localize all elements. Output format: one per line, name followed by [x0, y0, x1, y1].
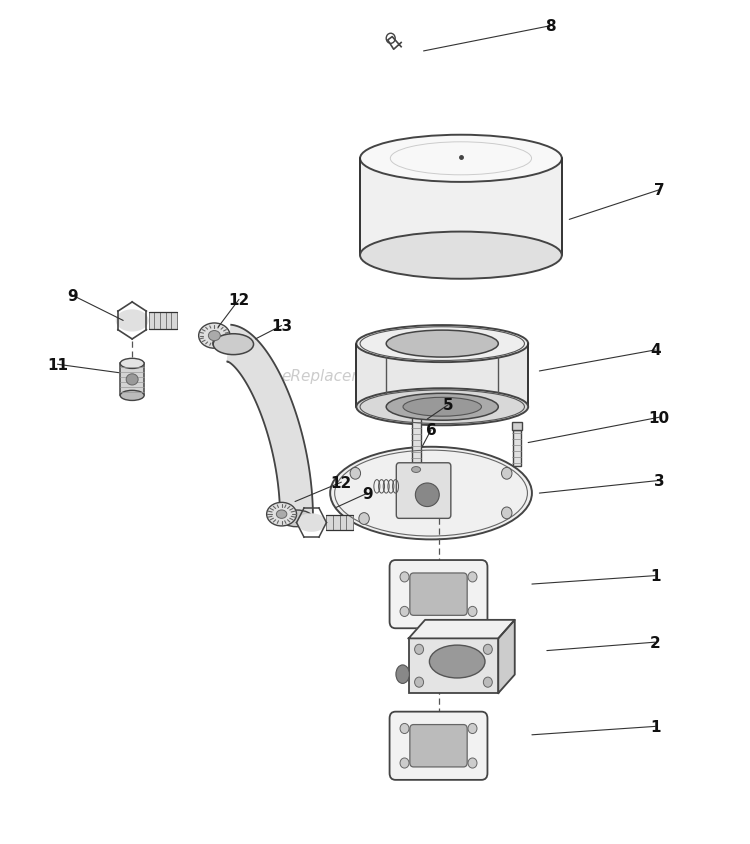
Circle shape	[415, 678, 424, 687]
Text: 5: 5	[443, 398, 454, 413]
Circle shape	[502, 507, 512, 519]
Text: 11: 11	[47, 357, 68, 372]
Circle shape	[468, 607, 477, 617]
Ellipse shape	[116, 310, 148, 333]
Circle shape	[468, 572, 477, 582]
Bar	[326, 516, 352, 531]
Circle shape	[400, 758, 409, 768]
Ellipse shape	[199, 323, 230, 349]
Ellipse shape	[330, 447, 532, 540]
Text: eReplacementParts.com: eReplacementParts.com	[282, 368, 468, 383]
Circle shape	[468, 758, 477, 768]
Circle shape	[358, 513, 369, 525]
Circle shape	[400, 723, 409, 733]
Text: 1: 1	[650, 719, 661, 734]
Ellipse shape	[396, 665, 410, 684]
Circle shape	[468, 723, 477, 733]
Bar	[513, 430, 520, 467]
Ellipse shape	[267, 503, 296, 527]
Ellipse shape	[407, 464, 425, 475]
Text: 8: 8	[545, 19, 556, 34]
Bar	[409, 639, 498, 693]
Circle shape	[400, 607, 409, 617]
FancyBboxPatch shape	[410, 573, 467, 615]
Ellipse shape	[412, 467, 421, 473]
Ellipse shape	[360, 232, 562, 279]
Circle shape	[483, 645, 492, 655]
Circle shape	[350, 468, 361, 479]
Circle shape	[502, 468, 512, 479]
Polygon shape	[227, 326, 313, 519]
Text: 2: 2	[650, 635, 661, 650]
Ellipse shape	[403, 398, 482, 417]
Text: 10: 10	[649, 410, 670, 425]
Bar	[410, 408, 423, 418]
Text: 9: 9	[67, 289, 78, 303]
Ellipse shape	[276, 511, 286, 519]
Ellipse shape	[386, 394, 498, 421]
Text: 9: 9	[362, 486, 373, 501]
Ellipse shape	[360, 136, 562, 182]
Polygon shape	[498, 620, 514, 693]
Ellipse shape	[356, 389, 528, 425]
Text: 13: 13	[271, 318, 292, 333]
FancyBboxPatch shape	[389, 560, 488, 629]
Circle shape	[400, 572, 409, 582]
Ellipse shape	[126, 375, 138, 386]
Text: 12: 12	[229, 293, 250, 307]
Bar	[512, 423, 522, 430]
Bar	[120, 364, 144, 396]
Ellipse shape	[356, 326, 528, 363]
Ellipse shape	[209, 331, 220, 341]
FancyBboxPatch shape	[396, 463, 451, 519]
Text: 1: 1	[650, 569, 661, 583]
Circle shape	[483, 678, 492, 687]
Text: 12: 12	[331, 475, 352, 490]
Text: 6: 6	[426, 423, 436, 438]
FancyBboxPatch shape	[410, 725, 467, 767]
Ellipse shape	[213, 334, 254, 355]
Ellipse shape	[430, 646, 485, 678]
Polygon shape	[409, 620, 515, 639]
Ellipse shape	[280, 511, 313, 527]
Ellipse shape	[296, 514, 326, 533]
Ellipse shape	[213, 335, 246, 352]
Text: 4: 4	[650, 343, 661, 358]
Ellipse shape	[120, 391, 144, 401]
Bar	[356, 344, 528, 408]
FancyBboxPatch shape	[389, 711, 488, 780]
Bar	[148, 312, 177, 329]
Bar	[360, 160, 562, 256]
Circle shape	[415, 645, 424, 655]
Ellipse shape	[386, 331, 498, 358]
Text: 7: 7	[654, 183, 664, 198]
Text: 3: 3	[654, 473, 664, 489]
Ellipse shape	[416, 484, 440, 507]
Bar	[412, 418, 421, 468]
Ellipse shape	[120, 359, 144, 369]
